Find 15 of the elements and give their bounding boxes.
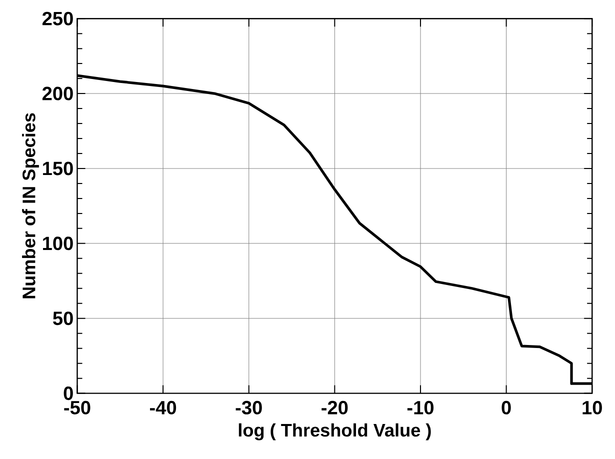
y-tick-label: 250 xyxy=(42,12,73,26)
y-tick-label: 100 xyxy=(43,236,73,250)
y-tick-label: 200 xyxy=(42,86,73,100)
y-tick-label: 50 xyxy=(53,312,73,326)
x-tick-label: -10 xyxy=(407,400,434,414)
y-tick-label: 150 xyxy=(43,162,73,176)
x-tick-label: 10 xyxy=(582,400,602,414)
x-tick-label: -30 xyxy=(236,400,262,414)
y-axis-title: Number of IN Species xyxy=(22,113,39,298)
x-tick-label: -40 xyxy=(150,400,176,414)
x-axis-title: log ( Threshold Value ) xyxy=(238,423,431,440)
y-tick-label: 0 xyxy=(64,386,73,400)
x-tick-label: -50 xyxy=(64,400,90,414)
x-tick-label: -20 xyxy=(322,400,348,414)
x-tick-label: 0 xyxy=(502,400,511,414)
